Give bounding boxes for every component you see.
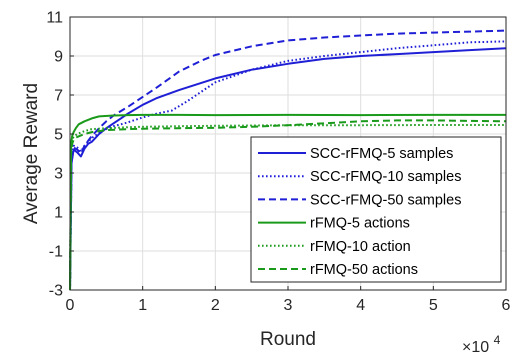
x-multiplier-exponent: 4 — [494, 333, 501, 347]
x-tick-label: 4 — [356, 297, 365, 314]
legend-label-3: SCC-rFMQ-50 samples — [310, 192, 461, 208]
legend-box — [250, 136, 502, 283]
x-multiplier-base: ×10 — [462, 339, 489, 356]
legend: SCC-rFMQ-5 samples SCC-rFMQ-10 samples SCC… — [250, 136, 502, 283]
y-tick-label: -3 — [49, 283, 63, 300]
x-tick-label: 1 — [138, 297, 147, 314]
y-tick-label: 9 — [54, 49, 63, 66]
x-tick-label: 0 — [66, 297, 75, 314]
legend-label-2: SCC-rFMQ-10 samples — [310, 169, 461, 185]
legend-label-4: rFMQ-5 actions — [310, 216, 410, 232]
legend-label-6: rFMQ-50 actions — [310, 262, 418, 278]
x-tick-label: 2 — [211, 297, 220, 314]
x-multiplier-label: ×10 4 — [462, 333, 501, 356]
tick-labels: 0 1 2 3 4 5 6 -3 -1 1 3 5 7 9 11 — [46, 10, 510, 315]
y-tick-label: 5 — [54, 127, 63, 144]
series-line-1 — [69, 47, 507, 291]
x-tick-label: 5 — [429, 297, 438, 314]
x-tick-label: 6 — [502, 297, 511, 314]
legend-label-5: rFMQ-10 action — [310, 239, 411, 255]
y-tick-label: -1 — [49, 244, 63, 261]
y-tick-label: 1 — [54, 205, 63, 222]
series-line-4 — [69, 113, 506, 291]
series-layer — [69, 29, 507, 291]
y-tick-label: 3 — [54, 166, 63, 183]
y-tick-label: 7 — [54, 88, 63, 105]
x-axis-label: Round — [260, 329, 316, 350]
legend-label-1: SCC-rFMQ-5 samples — [310, 146, 453, 162]
x-tick-label: 3 — [284, 297, 293, 314]
y-axis-label: Average Reward — [21, 83, 42, 224]
y-tick-label: 11 — [46, 10, 63, 27]
series-line-3 — [69, 29, 507, 291]
